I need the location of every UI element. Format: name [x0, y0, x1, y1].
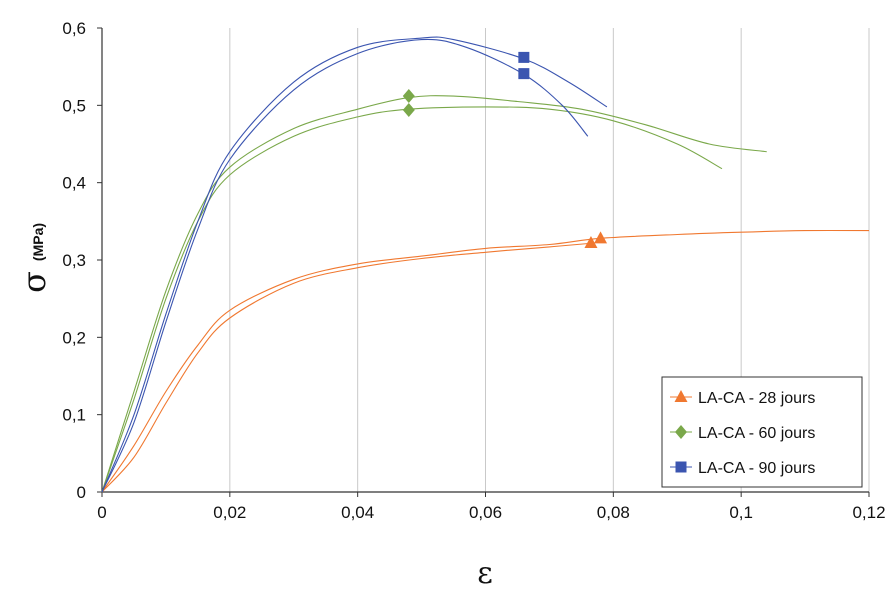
x-tick-labels: 0 0,02 0,04 0,06 0,08 0,1 0,12 [97, 503, 885, 522]
legend-label-60: LA-CA - 60 jours [698, 425, 815, 442]
x-axis-label: ε [477, 556, 493, 591]
x-tick-label: 0,08 [597, 503, 630, 522]
legend-label-90: LA-CA - 90 jours [698, 460, 815, 477]
series-curve-60 [101, 95, 767, 493]
x-tick-label: 0,02 [213, 503, 246, 522]
x-tick-label: 0,04 [341, 503, 374, 522]
x-tick-label: 0,12 [852, 503, 885, 522]
y-axis-label: σ (MPa) [15, 223, 53, 293]
legend-label-28: LA-CA - 28 jours [698, 390, 815, 407]
axes [97, 27, 870, 497]
legend-marker-90 [675, 461, 687, 473]
series-curve-60 [101, 106, 723, 493]
data-point-60 [402, 102, 415, 117]
legend-marker-60 [675, 425, 687, 439]
y-tick-label: 0,6 [62, 19, 86, 38]
data-point-28 [584, 235, 598, 248]
y-tick-label: 0,2 [62, 328, 86, 347]
series-curve-28 [101, 242, 595, 493]
grid-lines [229, 28, 870, 492]
x-tick-label: 0,06 [469, 503, 502, 522]
y-tick-labels: 0 0,1 0,2 0,3 0,4 0,5 0,6 [62, 19, 86, 502]
data-point-90 [518, 51, 530, 63]
y-tick-label: 0,5 [62, 96, 86, 115]
y-tick-label: 0,4 [62, 174, 86, 193]
y-axis-unit: (MPa) [30, 223, 46, 261]
data-point-28 [594, 231, 608, 244]
x-tick-label: 0 [97, 503, 106, 522]
series-curve-28 [101, 229, 870, 493]
data-point-90 [518, 68, 530, 80]
y-tick-label: 0 [77, 483, 86, 502]
y-tick-label: 0,3 [62, 251, 86, 270]
x-tick-label: 0,1 [729, 503, 753, 522]
y-axis-symbol: σ [15, 271, 53, 293]
data-point-60 [402, 89, 415, 104]
legend-box [661, 376, 863, 488]
legend: LA-CA - 28 jours LA-CA - 60 jours LA-CA - … [661, 376, 863, 488]
series-markers [402, 51, 608, 248]
legend-marker-28 [674, 390, 688, 402]
y-tick-label: 0,1 [62, 406, 86, 425]
